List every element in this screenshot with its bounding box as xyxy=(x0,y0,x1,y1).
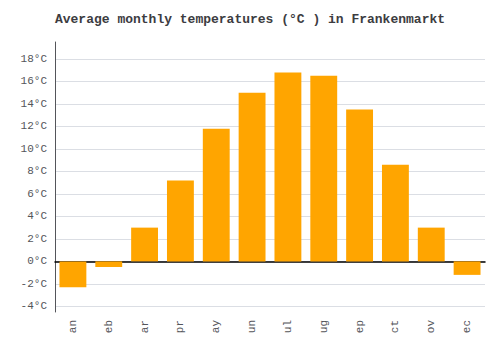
svg-text:pr: pr xyxy=(174,320,186,333)
svg-text:ec: ec xyxy=(461,320,473,333)
svg-text:un: un xyxy=(246,320,258,333)
svg-text:ar: ar xyxy=(139,320,151,333)
svg-text:18°C: 18°C xyxy=(21,53,48,65)
svg-text:-2°C: -2°C xyxy=(21,278,48,290)
svg-text:0°C: 0°C xyxy=(27,255,47,267)
svg-text:an: an xyxy=(67,320,79,333)
svg-text:ct: ct xyxy=(389,320,401,333)
svg-text:6°C: 6°C xyxy=(27,188,47,200)
svg-text:8°C: 8°C xyxy=(27,165,47,177)
svg-text:16°C: 16°C xyxy=(21,75,48,87)
svg-text:Average monthly temperatures (: Average monthly temperatures (°C ) in Fr… xyxy=(55,12,445,27)
svg-text:ug: ug xyxy=(318,320,330,333)
svg-text:10°C: 10°C xyxy=(21,143,48,155)
svg-text:ep: ep xyxy=(354,320,366,333)
svg-text:14°C: 14°C xyxy=(21,98,48,110)
svg-text:ay: ay xyxy=(210,320,222,334)
svg-text:12°C: 12°C xyxy=(21,120,48,132)
svg-text:ov: ov xyxy=(425,320,437,334)
svg-text:2°C: 2°C xyxy=(27,233,47,245)
svg-text:-4°C: -4°C xyxy=(21,300,48,312)
svg-text:4°C: 4°C xyxy=(27,210,47,222)
svg-text:eb: eb xyxy=(103,320,115,333)
svg-text:ul: ul xyxy=(282,320,294,333)
